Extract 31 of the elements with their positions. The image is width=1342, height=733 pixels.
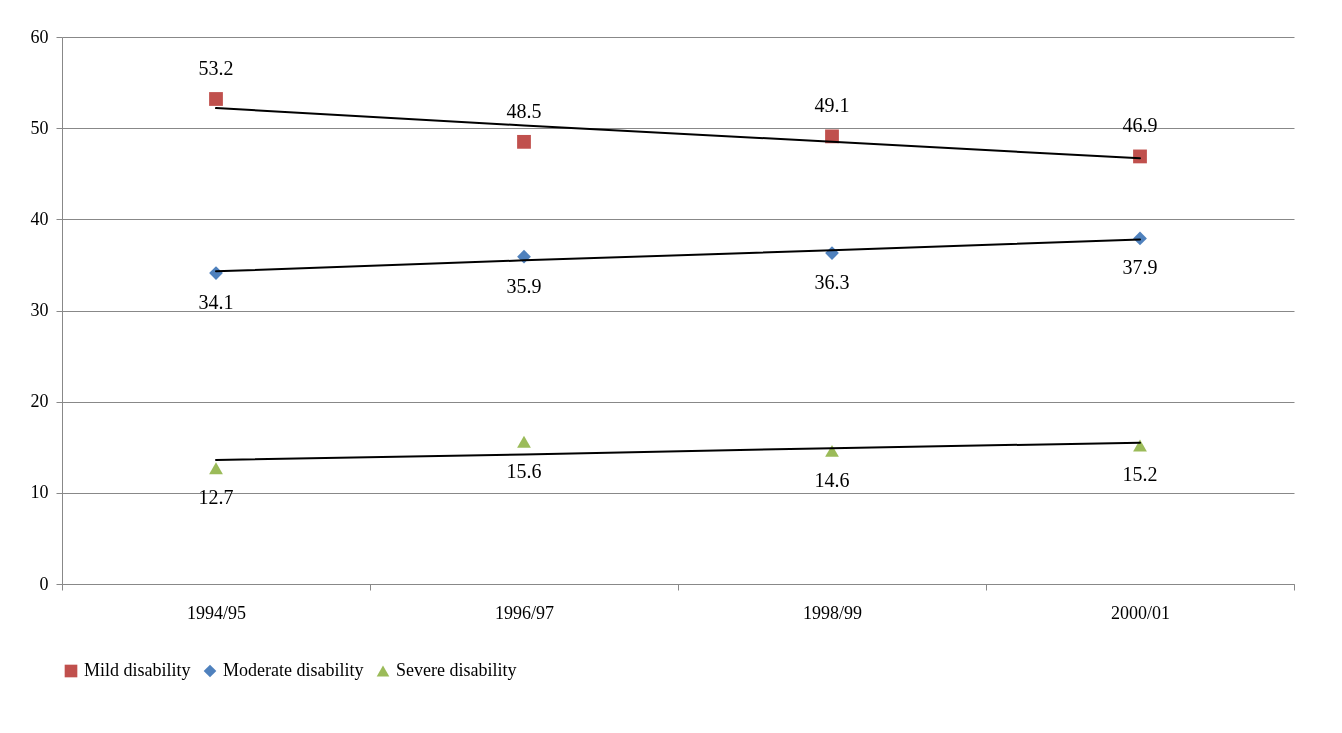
data-label: 37.9 — [1122, 256, 1158, 279]
data-label: 53.2 — [198, 56, 234, 79]
point — [209, 462, 223, 475]
data-label: 15.2 — [1122, 463, 1158, 486]
data-label: 36.3 — [814, 271, 850, 294]
data-label: 35.9 — [506, 274, 542, 297]
data-label: 46.9 — [1122, 114, 1158, 137]
legend-label: Severe disability — [396, 660, 517, 680]
legend-label: Moderate disability — [223, 660, 364, 680]
x-tick-label: 1994/95 — [186, 602, 247, 623]
data-label: 48.5 — [506, 99, 542, 122]
data-label: 12.7 — [198, 486, 234, 509]
data-label: 49.1 — [814, 94, 850, 117]
y-tick-label: 50 — [30, 117, 49, 138]
data-label: 34.1 — [198, 291, 234, 314]
x-tick-label: 1998/99 — [802, 602, 863, 623]
point — [825, 444, 839, 457]
x-tick-label: 2000/01 — [1110, 602, 1171, 623]
y-tick-label: 0 — [39, 573, 49, 594]
x-tick-label: 1996/97 — [494, 602, 555, 623]
data-label: 14.6 — [814, 468, 850, 491]
legend-label: Mild disability — [84, 660, 191, 680]
y-tick-label: 30 — [30, 300, 49, 320]
y-tick-label: 40 — [30, 208, 49, 229]
y-tick-label: 10 — [30, 482, 49, 503]
point — [209, 92, 223, 106]
y-tick-label: 60 — [30, 26, 49, 47]
data-label: 15.6 — [506, 459, 542, 482]
point — [517, 435, 531, 448]
y-tick-label: 20 — [30, 391, 49, 412]
point — [517, 134, 531, 149]
